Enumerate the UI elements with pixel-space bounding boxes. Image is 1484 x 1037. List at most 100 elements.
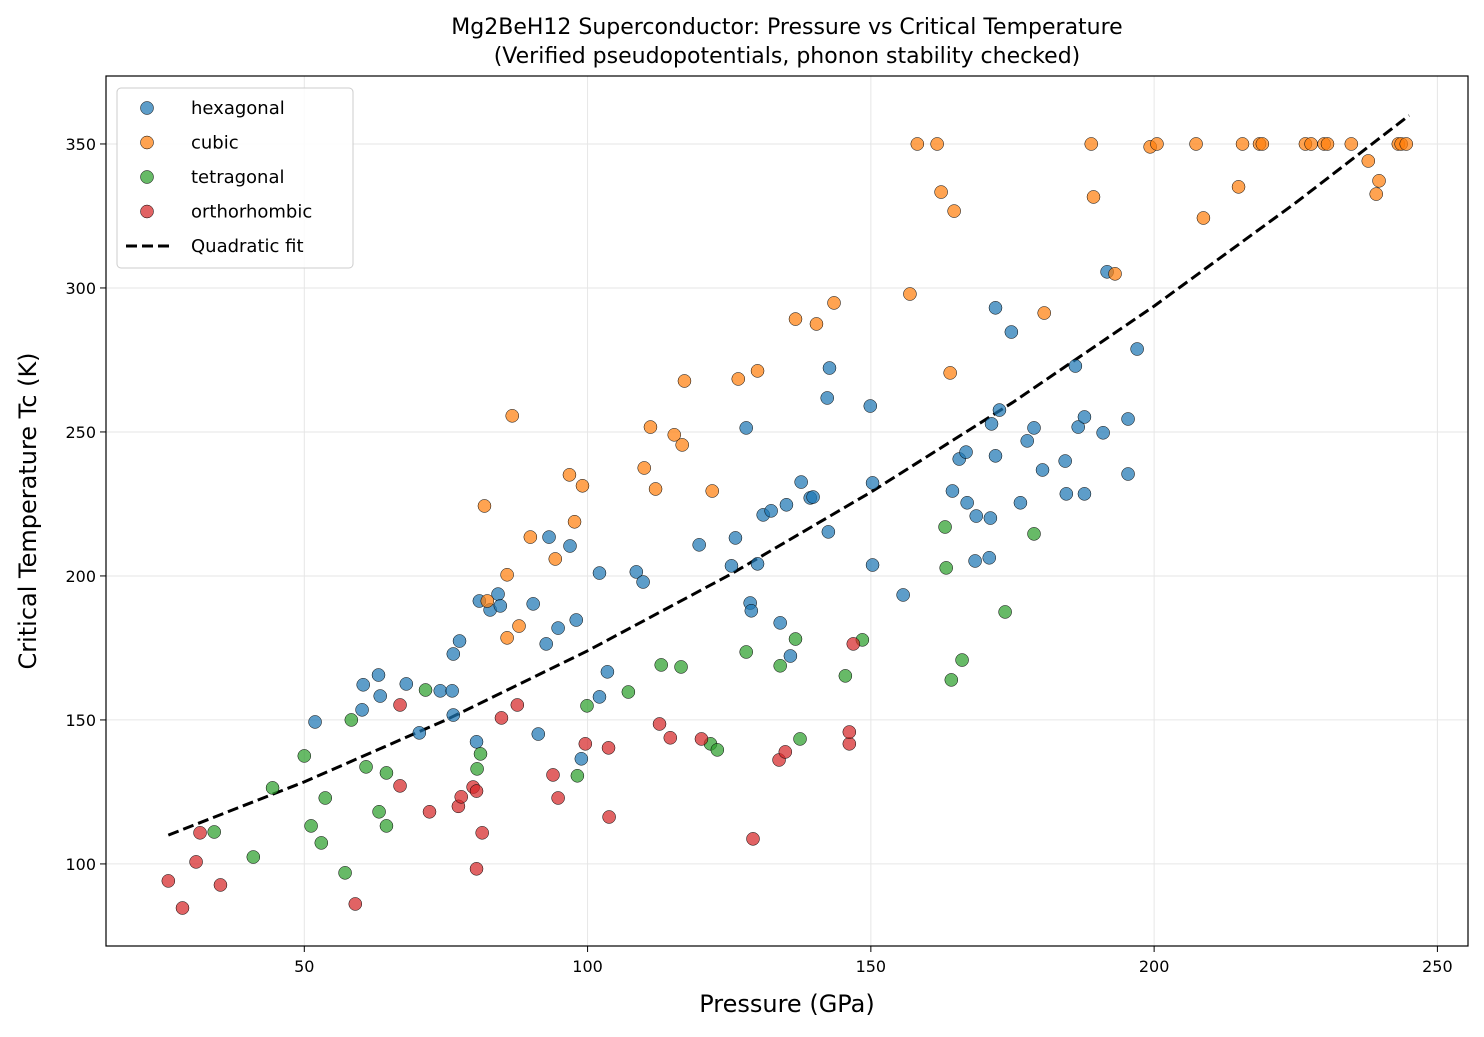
data-point-tetragonal bbox=[998, 605, 1012, 619]
data-point-hexagonal bbox=[983, 511, 998, 525]
data-point-hexagonal bbox=[412, 726, 427, 740]
data-point-hexagonal bbox=[446, 647, 461, 661]
data-point-hexagonal bbox=[988, 301, 1003, 315]
data-point-hexagonal bbox=[539, 637, 553, 651]
data-point-hexagonal bbox=[493, 599, 508, 613]
data-point-hexagonal bbox=[692, 538, 706, 552]
data-point-hexagonal bbox=[469, 735, 484, 749]
data-point-hexagonal bbox=[1071, 420, 1085, 434]
data-point-tetragonal bbox=[739, 645, 753, 659]
data-point-cubic bbox=[480, 594, 495, 608]
data-point-cubic bbox=[809, 317, 824, 331]
data-point-hexagonal bbox=[526, 597, 540, 611]
data-point-cubic bbox=[500, 631, 514, 645]
data-point-cubic bbox=[1196, 211, 1211, 225]
data-point-tetragonal bbox=[372, 805, 386, 819]
data-point-orthorhombic bbox=[422, 805, 437, 819]
data-point-tetragonal bbox=[570, 769, 585, 783]
data-point-cubic bbox=[1037, 306, 1051, 320]
data-point-hexagonal bbox=[1059, 487, 1074, 501]
data-point-orthorhombic bbox=[842, 737, 857, 751]
data-point-tetragonal bbox=[473, 747, 488, 761]
data-point-cubic bbox=[750, 364, 765, 378]
data-point-hexagonal bbox=[984, 417, 999, 431]
legend-label-fit: Quadratic fit bbox=[191, 236, 304, 257]
data-point-orthorhombic bbox=[189, 855, 203, 869]
data-point-cubic bbox=[1361, 154, 1376, 168]
data-point-tetragonal bbox=[938, 520, 952, 534]
data-point-hexagonal bbox=[896, 588, 910, 602]
data-point-hexagonal bbox=[629, 565, 644, 579]
data-point-orthorhombic bbox=[663, 731, 678, 745]
legend-marker-hexagonal bbox=[140, 101, 154, 115]
data-point-cubic bbox=[1320, 137, 1335, 151]
data-point-cubic bbox=[1150, 137, 1164, 151]
data-point-hexagonal bbox=[636, 575, 650, 589]
data-point-tetragonal bbox=[304, 819, 318, 833]
data-point-cubic bbox=[637, 461, 651, 475]
data-point-hexagonal bbox=[433, 684, 448, 698]
data-point-cubic bbox=[505, 409, 519, 423]
data-point-hexagonal bbox=[531, 727, 546, 741]
data-point-hexagonal bbox=[982, 551, 997, 565]
data-point-cubic bbox=[1086, 190, 1101, 204]
data-point-cubic bbox=[677, 374, 692, 388]
data-point-tetragonal bbox=[470, 762, 484, 776]
data-point-tetragonal bbox=[418, 683, 433, 697]
data-point-tetragonal bbox=[318, 791, 333, 805]
data-point-cubic bbox=[788, 312, 803, 326]
y-tick-label: 100 bbox=[65, 855, 96, 874]
data-point-hexagonal bbox=[744, 604, 759, 618]
data-point-tetragonal bbox=[939, 561, 953, 575]
data-point-cubic bbox=[1372, 174, 1386, 188]
data-point-hexagonal bbox=[821, 525, 836, 539]
x-tick-label: 150 bbox=[856, 957, 887, 976]
data-point-tetragonal bbox=[773, 659, 787, 673]
data-point-cubic bbox=[1235, 137, 1250, 151]
y-tick-label: 250 bbox=[65, 423, 96, 442]
x-axis-label: Pressure (GPa) bbox=[699, 990, 875, 1018]
legend: hexagonal cubic tetragonal orthorhombic Quad… bbox=[116, 87, 354, 269]
data-point-cubic bbox=[1255, 137, 1270, 151]
data-point-cubic bbox=[947, 204, 961, 218]
data-point-hexagonal bbox=[592, 690, 607, 704]
data-point-tetragonal bbox=[314, 836, 329, 850]
data-point-hexagonal bbox=[356, 678, 370, 692]
data-point-hexagonal bbox=[773, 616, 787, 630]
data-point-cubic bbox=[731, 372, 746, 386]
data-point-hexagonal bbox=[728, 531, 743, 545]
data-point-tetragonal bbox=[621, 685, 636, 699]
data-point-hexagonal bbox=[1035, 463, 1050, 477]
data-point-hexagonal bbox=[779, 498, 794, 512]
data-point-hexagonal bbox=[1013, 496, 1028, 510]
data-point-cubic bbox=[667, 428, 682, 442]
data-point-hexagonal bbox=[452, 634, 467, 648]
data-point-tetragonal bbox=[344, 713, 359, 727]
data-point-hexagonal bbox=[783, 649, 798, 663]
data-point-hexagonal bbox=[1068, 359, 1083, 373]
data-point-hexagonal bbox=[1130, 342, 1144, 356]
x-tick-label: 200 bbox=[1139, 957, 1170, 976]
legend-marker-orthorhombic bbox=[140, 204, 154, 219]
data-point-hexagonal bbox=[1077, 410, 1092, 424]
data-point-cubic bbox=[1344, 137, 1359, 151]
data-point-cubic bbox=[500, 568, 514, 582]
x-tick-label: 100 bbox=[572, 957, 603, 976]
data-point-cubic bbox=[1231, 180, 1246, 194]
data-point-tetragonal bbox=[265, 781, 280, 795]
data-point-tetragonal bbox=[379, 819, 394, 833]
data-point-cubic bbox=[562, 468, 577, 482]
x-tick-label: 50 bbox=[294, 957, 314, 976]
data-point-cubic bbox=[934, 185, 948, 199]
data-point-hexagonal bbox=[969, 509, 983, 523]
points-layer bbox=[161, 137, 1413, 915]
data-point-hexagonal bbox=[563, 539, 577, 553]
data-point-hexagonal bbox=[1121, 467, 1135, 481]
data-point-tetragonal bbox=[297, 749, 312, 763]
data-point-orthorhombic bbox=[454, 790, 468, 804]
data-point-hexagonal bbox=[600, 665, 615, 679]
data-point-hexagonal bbox=[794, 475, 808, 489]
data-point-hexagonal bbox=[806, 490, 820, 504]
data-point-orthorhombic bbox=[551, 791, 565, 805]
data-point-orthorhombic bbox=[175, 901, 190, 915]
